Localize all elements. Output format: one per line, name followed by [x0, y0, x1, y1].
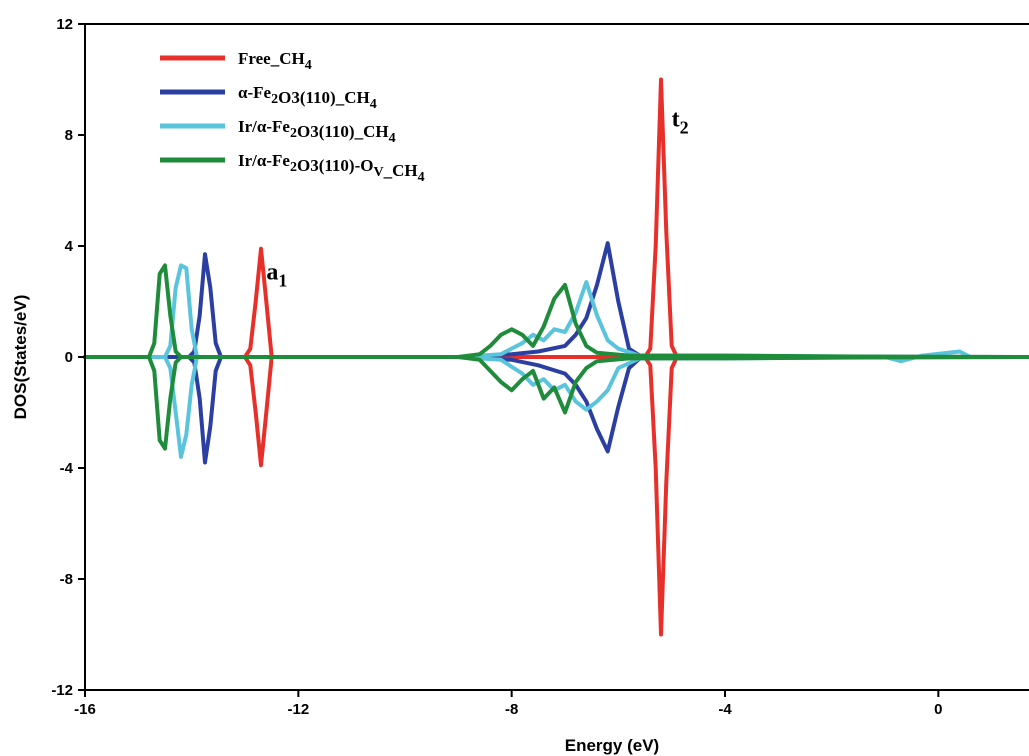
y-tick-label: 12 — [56, 16, 73, 33]
y-tick-label: 4 — [65, 238, 74, 255]
x-axis-title: Energy (eV) — [565, 736, 659, 755]
peak-annotation-2: t2 — [672, 107, 689, 138]
legend-label-3: Ir/α-Fe2O3(110)_CH4 — [238, 117, 396, 146]
series-line-2-down — [83, 355, 1029, 465]
y-tick-label: 8 — [65, 127, 73, 144]
y-tick-label: 0 — [65, 349, 73, 366]
y-tick-label: -4 — [60, 460, 74, 477]
x-tick-label: -16 — [74, 701, 96, 718]
annotations: a1 t2 — [266, 107, 688, 291]
x-tick-label: 0 — [934, 701, 942, 718]
series-line-4-down — [83, 355, 1029, 451]
series-line-2-up — [83, 241, 1029, 359]
peak-annotation-1: a1 — [266, 259, 287, 290]
legend-label-2: α-Fe2O3(110)_CH4 — [238, 83, 377, 112]
x-tick-label: -8 — [505, 701, 518, 718]
series-layer — [83, 77, 1029, 637]
series-line-4-up — [83, 263, 1029, 359]
y-tick-label: -8 — [60, 571, 73, 588]
x-tick-label: -4 — [718, 701, 732, 718]
legend: Free_CH4 α-Fe2O3(110)_CH4 Ir/α-Fe2O3(110)_… — [160, 49, 425, 185]
legend-label-4: Ir/α-Fe2O3(110)-OV_CH4 — [238, 151, 425, 185]
y-axis-title: DOS(States/eV) — [11, 295, 30, 420]
legend-label-1: Free_CH4 — [238, 49, 312, 73]
x-tick-label: -12 — [287, 701, 309, 718]
y-tick-label: -12 — [51, 682, 73, 699]
